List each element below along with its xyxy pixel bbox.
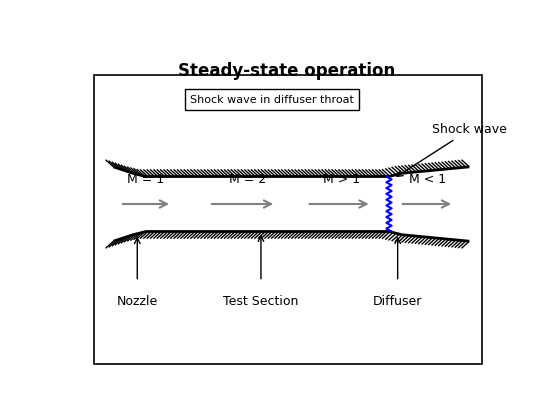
Text: Diffuser: Diffuser xyxy=(373,294,422,307)
Text: Test Section: Test Section xyxy=(223,294,298,307)
Bar xyxy=(185,89,358,110)
Text: Nozzle: Nozzle xyxy=(116,294,158,307)
Text: M = 2: M = 2 xyxy=(229,173,267,186)
Text: Shock wave: Shock wave xyxy=(397,123,507,176)
Text: M > 1: M > 1 xyxy=(323,173,360,186)
Bar xyxy=(94,75,482,364)
Text: M < 1: M < 1 xyxy=(409,173,447,186)
Text: Shock wave in diffuser throat: Shock wave in diffuser throat xyxy=(190,94,354,105)
Text: M = 1: M = 1 xyxy=(127,173,165,186)
Text: Steady-state operation: Steady-state operation xyxy=(179,62,395,80)
